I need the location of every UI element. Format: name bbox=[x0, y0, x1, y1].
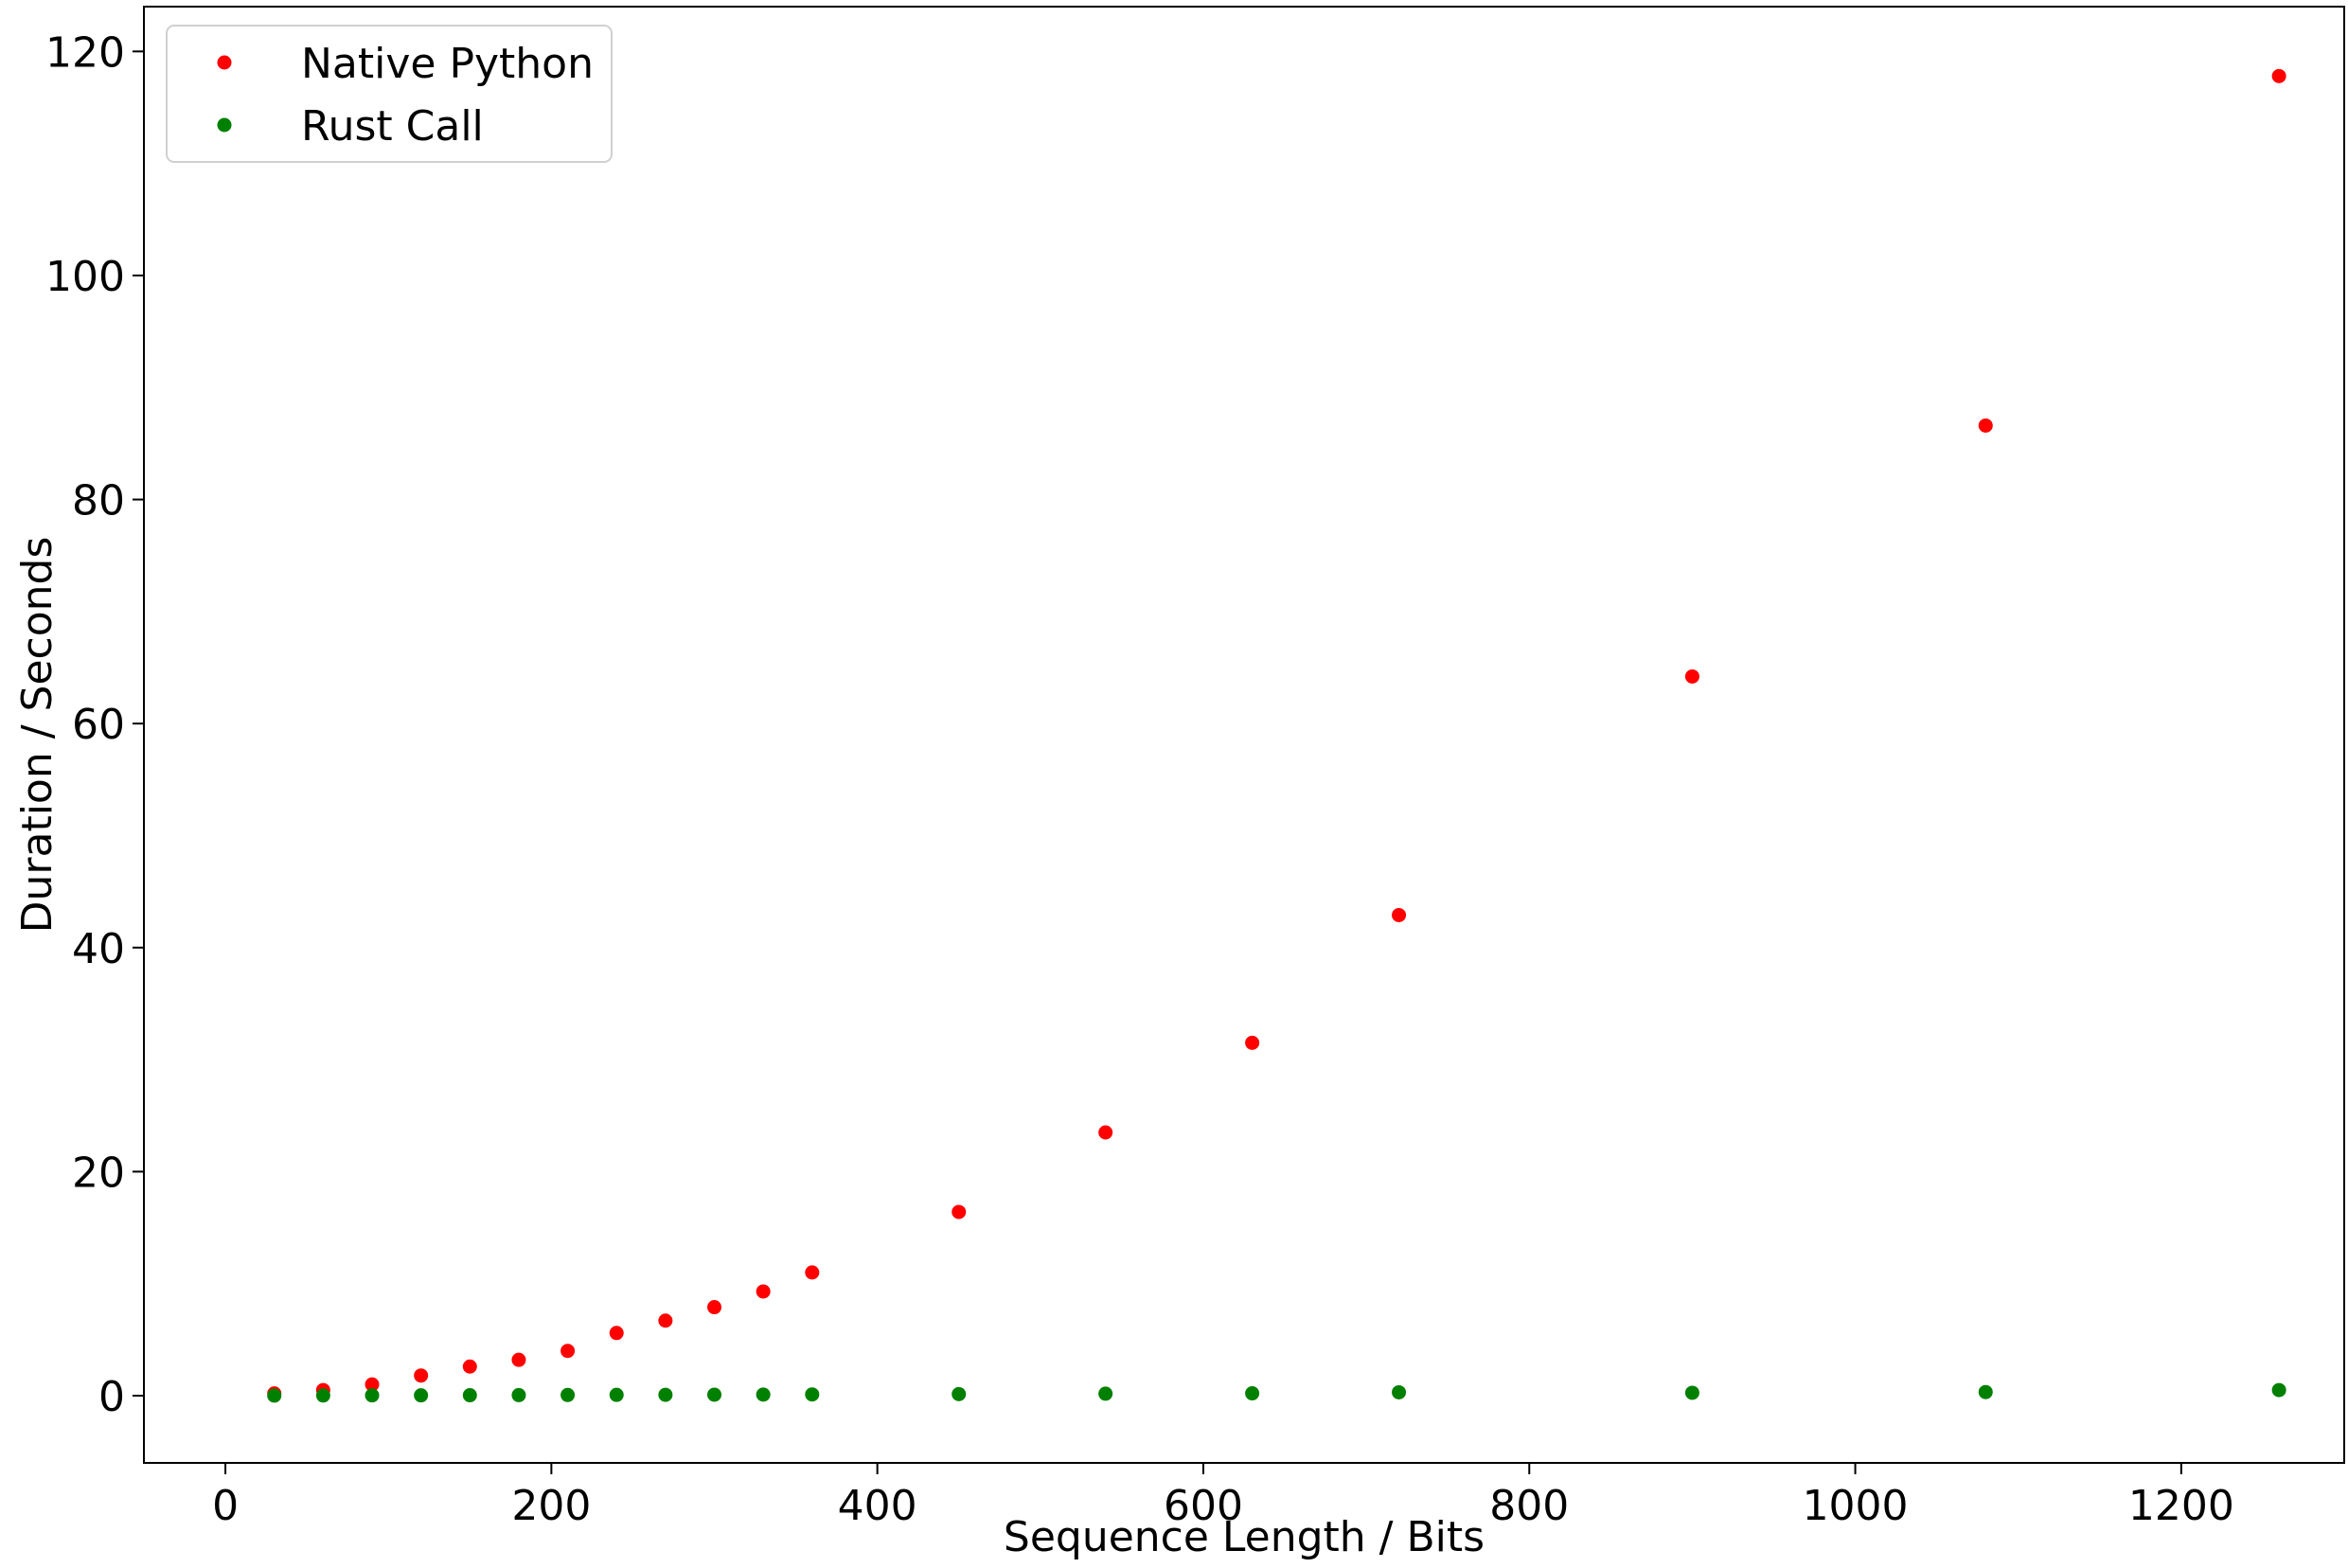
data-point-rust-call bbox=[707, 1387, 722, 1402]
y-tick-label: 120 bbox=[45, 28, 125, 77]
data-point-native-python bbox=[1098, 1125, 1113, 1140]
data-point-rust-call bbox=[560, 1387, 576, 1402]
data-point-native-python bbox=[1684, 668, 1699, 684]
data-point-native-python bbox=[658, 1313, 673, 1328]
data-point-rust-call bbox=[315, 1388, 330, 1403]
legend: Native Python Rust Call bbox=[166, 25, 613, 163]
x-tick-label: 1200 bbox=[2128, 1482, 2234, 1530]
x-axis-label: Sequence Length / Bits bbox=[1004, 1513, 1485, 1561]
x-tick-label: 200 bbox=[511, 1482, 591, 1530]
y-tick-label: 100 bbox=[45, 253, 125, 301]
legend-marker bbox=[217, 55, 232, 70]
data-point-native-python bbox=[511, 1352, 526, 1367]
data-point-rust-call bbox=[1684, 1385, 1699, 1400]
data-point-native-python bbox=[707, 1300, 722, 1315]
plot-area-frame bbox=[143, 6, 2345, 1464]
data-point-rust-call bbox=[805, 1387, 820, 1402]
data-point-rust-call bbox=[1392, 1384, 1407, 1399]
y-tick-label: 0 bbox=[98, 1373, 125, 1421]
y-tick-label: 20 bbox=[72, 1149, 125, 1197]
data-point-native-python bbox=[952, 1204, 967, 1220]
data-point-rust-call bbox=[365, 1388, 380, 1403]
data-points bbox=[267, 68, 2286, 1403]
y-tick-label: 80 bbox=[72, 477, 125, 526]
axis-ticks: 0 200 400 600 800 1000 1200 0 20 40 60 80 100 120 bbox=[45, 28, 2234, 1530]
legend-box bbox=[166, 25, 613, 163]
data-point-native-python bbox=[1245, 1035, 1260, 1050]
data-point-native-python bbox=[414, 1368, 429, 1383]
data-point-native-python bbox=[805, 1265, 820, 1280]
data-point-rust-call bbox=[1098, 1386, 1113, 1401]
data-point-native-python bbox=[365, 1377, 380, 1392]
x-tick-label: 600 bbox=[1164, 1482, 1243, 1530]
data-point-native-python bbox=[756, 1284, 771, 1299]
data-point-native-python bbox=[560, 1344, 576, 1359]
data-point-rust-call bbox=[1245, 1386, 1260, 1401]
data-point-native-python bbox=[1978, 418, 1993, 433]
legend-label: Native Python bbox=[301, 40, 594, 88]
data-point-rust-call bbox=[609, 1387, 624, 1402]
y-tick-label: 40 bbox=[72, 925, 125, 973]
data-point-rust-call bbox=[267, 1388, 282, 1403]
data-point-rust-call bbox=[414, 1388, 429, 1403]
data-point-native-python bbox=[2271, 68, 2286, 83]
data-point-rust-call bbox=[511, 1387, 526, 1402]
y-axis-label: Duration / Seconds bbox=[13, 537, 62, 934]
data-point-rust-call bbox=[2271, 1382, 2286, 1398]
data-point-rust-call bbox=[658, 1387, 673, 1402]
data-point-rust-call bbox=[1978, 1384, 1993, 1399]
x-tick-label: 1000 bbox=[1803, 1482, 1909, 1530]
data-point-native-python bbox=[609, 1326, 624, 1341]
data-point-rust-call bbox=[952, 1386, 967, 1401]
y-tick-label: 60 bbox=[72, 701, 125, 749]
x-tick-label: 0 bbox=[212, 1482, 239, 1530]
x-tick-label: 400 bbox=[838, 1482, 917, 1530]
data-point-rust-call bbox=[756, 1387, 771, 1402]
data-point-rust-call bbox=[462, 1388, 477, 1403]
legend-marker bbox=[217, 117, 232, 133]
x-tick-label: 800 bbox=[1489, 1482, 1569, 1530]
data-point-native-python bbox=[462, 1359, 477, 1374]
legend-label: Rust Call bbox=[301, 102, 484, 151]
data-point-native-python bbox=[1392, 907, 1407, 922]
